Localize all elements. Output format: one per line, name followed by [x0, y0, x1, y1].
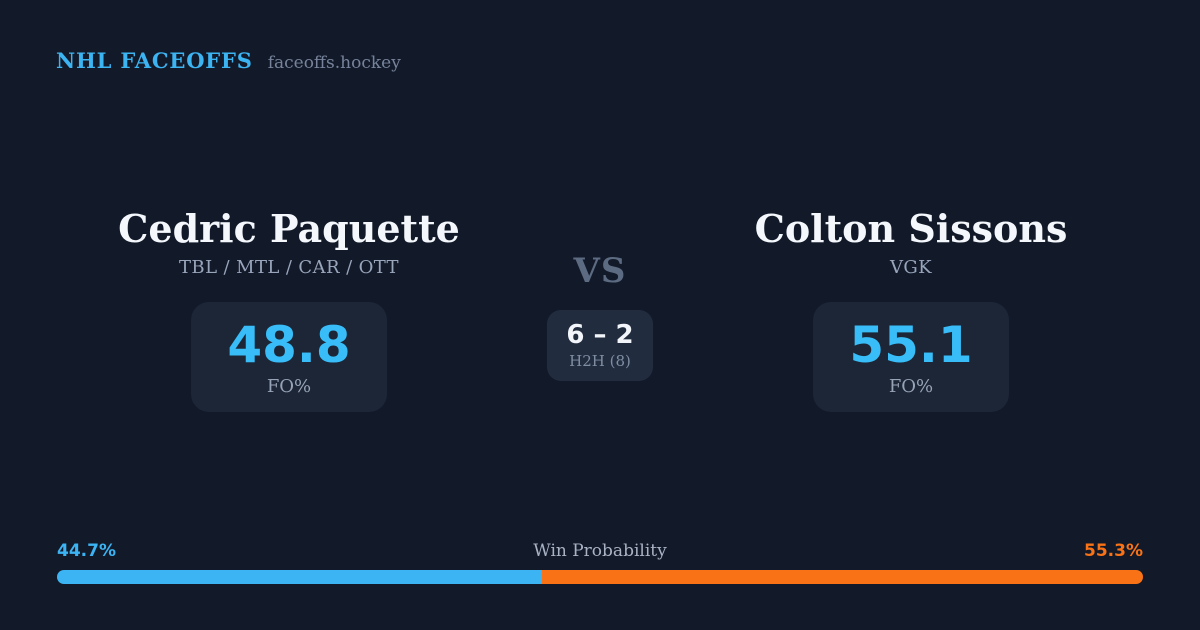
site-url: faceoffs.hockey	[267, 53, 401, 73]
win-probability-section: 44.7% Win Probability 55.3%	[57, 541, 1143, 585]
h2h-score: 6 – 2	[566, 320, 634, 350]
vs-label: VS	[573, 251, 627, 291]
player-right-fo-value: 55.1	[849, 315, 973, 374]
win-probability-left-pct: 44.7%	[57, 541, 116, 561]
header: NHL FACEOFFS faceoffs.hockey	[56, 48, 401, 73]
player-right-fo-label: FO%	[888, 376, 934, 397]
player-left-fo-value: 48.8	[227, 315, 351, 374]
player-left-teams: TBL / MTL / CAR / OTT	[179, 256, 399, 278]
player-right-teams: VGK	[889, 256, 933, 278]
win-probability-bar-left-segment	[57, 570, 543, 585]
player-left-fo-label: FO%	[266, 376, 312, 397]
player-left-name: Cedric Paquette	[118, 206, 460, 251]
player-right-section: Colton Sissons VGK 55.1 FO%	[711, 205, 1111, 412]
win-probability-bar	[57, 570, 1143, 585]
win-probability-right-pct: 55.3%	[1084, 541, 1143, 561]
brand-title: NHL FACEOFFS	[56, 48, 253, 73]
win-probability-bar-right-segment	[542, 570, 1143, 585]
player-left-fo-card: 48.8 FO%	[191, 301, 387, 412]
win-probability-title: Win Probability	[533, 541, 667, 561]
versus-section: VS 6 – 2 H2H (8)	[500, 205, 700, 381]
player-right-name: Colton Sissons	[754, 206, 1068, 251]
h2h-card: 6 – 2 H2H (8)	[547, 310, 653, 381]
player-right-fo-card: 55.1 FO%	[813, 301, 1009, 412]
h2h-label: H2H (8)	[569, 352, 631, 370]
win-probability-labels: 44.7% Win Probability 55.3%	[57, 541, 1143, 562]
player-left-section: Cedric Paquette TBL / MTL / CAR / OTT 48…	[89, 205, 489, 412]
